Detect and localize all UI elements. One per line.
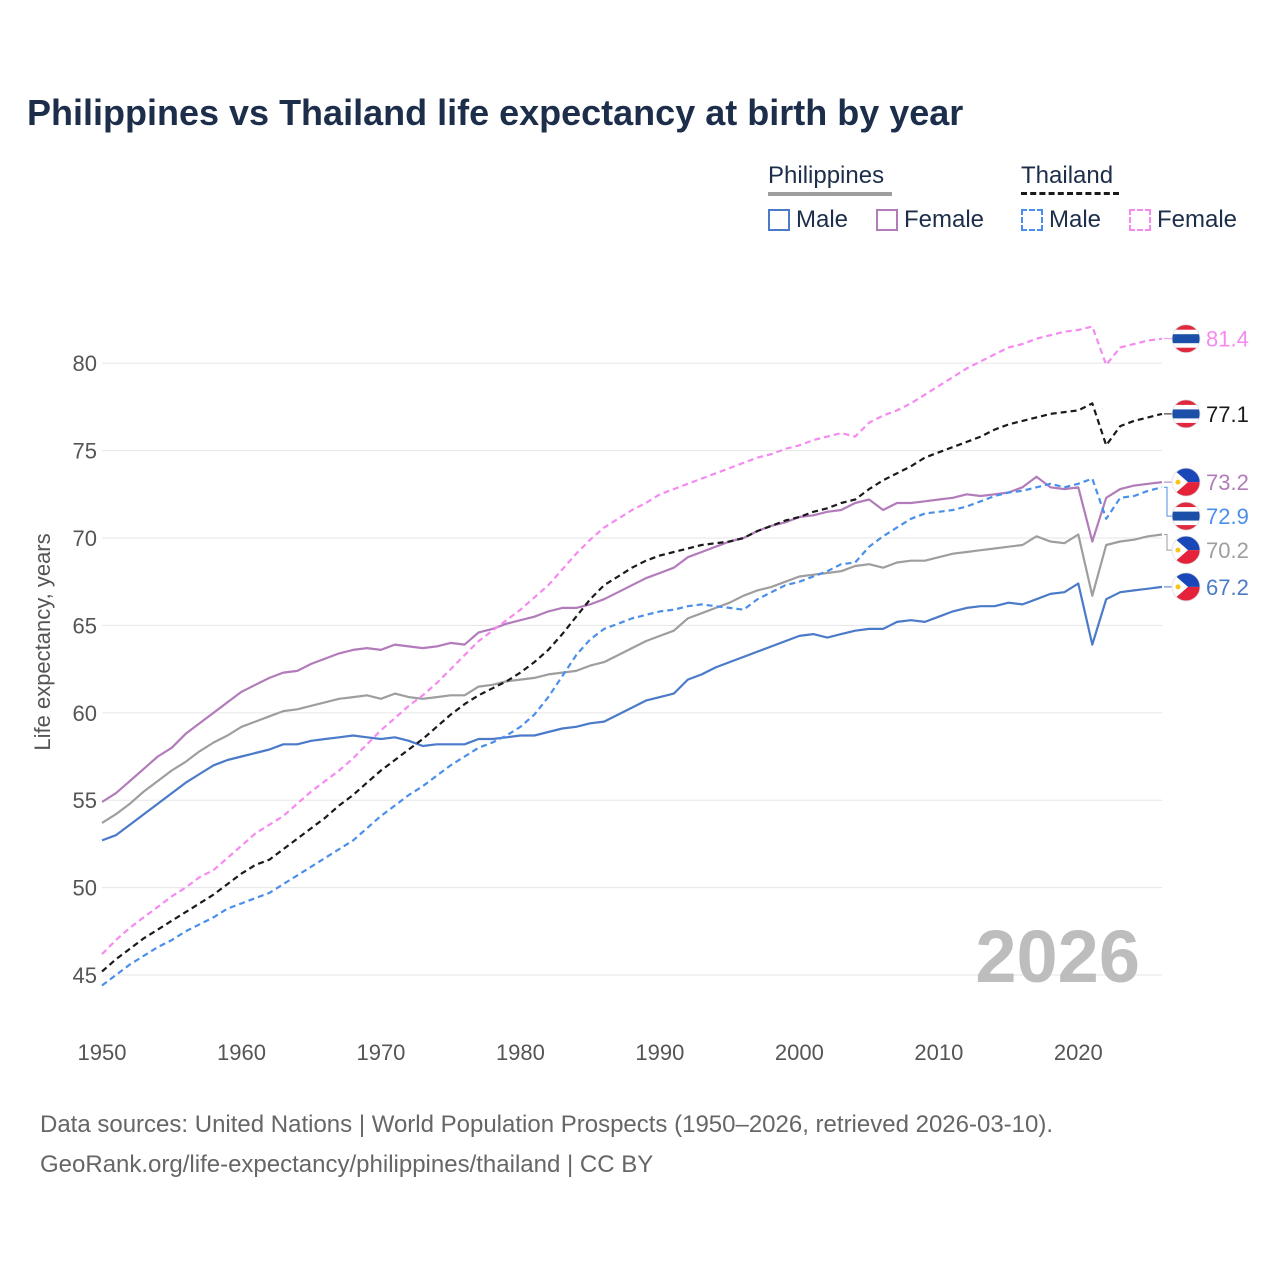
y-tick-label: 45 — [73, 963, 97, 988]
thailand-flag-icon — [1171, 399, 1201, 429]
footer-sources: Data sources: United Nations | World Pop… — [40, 1111, 1054, 1138]
footer: Data sources: United Nations | World Pop… — [40, 1105, 1053, 1185]
end-label-ph-female: 73.2 — [1206, 470, 1249, 495]
y-tick-label: 70 — [73, 526, 97, 551]
thailand-flag-icon — [1171, 501, 1201, 531]
legend-thailand-label: Thailand — [1021, 162, 1114, 189]
leader-line-ph-total — [1164, 534, 1172, 551]
y-tick-label: 50 — [73, 876, 97, 901]
y-tick-label: 55 — [73, 788, 97, 813]
legend-thailand-female-swatch — [1129, 209, 1151, 231]
legend-thailand-female-label: Female — [1157, 206, 1238, 233]
philippines-flag-icon — [1171, 535, 1201, 565]
legend-philippines-male[interactable]: Male — [768, 206, 848, 234]
x-tick-label: 1970 — [356, 1040, 405, 1065]
legend-philippines-label: Philippines — [768, 162, 885, 189]
series-line-th-female — [101, 325, 1163, 955]
x-tick-label: 2020 — [1054, 1040, 1103, 1065]
end-label-ph-total: 70.2 — [1206, 538, 1249, 563]
end-label-ph-male: 67.2 — [1206, 575, 1249, 600]
line-chart: 45 50 55 60 65 70 75 80 1950 1960 1970 1980 1990 2000… — [30, 324, 1249, 1065]
leader-line-th-male — [1164, 486, 1172, 517]
y-tick-label: 60 — [73, 701, 97, 726]
end-label-th-female: 81.4 — [1206, 327, 1249, 352]
series-line-th-male — [101, 477, 1163, 987]
legend-thailand-male[interactable]: Male — [1021, 206, 1101, 234]
y-tick-label: 65 — [73, 613, 97, 638]
x-tick-label: 1980 — [496, 1040, 545, 1065]
end-label-th-total: 77.1 — [1206, 402, 1249, 427]
x-tick-label: 1950 — [78, 1040, 127, 1065]
legend-philippines-male-label: Male — [796, 206, 849, 233]
series-line-th-total — [101, 402, 1163, 973]
legend-thailand-underline — [1021, 192, 1119, 195]
thailand-flag-icon — [1171, 324, 1201, 354]
y-tick-label: 75 — [73, 439, 97, 464]
chart-title: Philippines vs Thailand life expectancy … — [27, 92, 964, 133]
philippines-flag-icon — [1171, 572, 1201, 602]
legend-thailand-male-label: Male — [1049, 206, 1102, 233]
legend-philippines-male-swatch — [768, 209, 790, 231]
x-tick-label: 1960 — [217, 1040, 266, 1065]
y-tick-label: 80 — [73, 351, 97, 376]
x-tick-label: 2010 — [914, 1040, 963, 1065]
legend-thailand-male-swatch — [1021, 209, 1043, 231]
legend-philippines-female[interactable]: Female — [876, 206, 984, 234]
x-tick-label: 2000 — [775, 1040, 824, 1065]
year-watermark: 2026 — [975, 915, 1140, 998]
series-line-ph-total — [101, 533, 1163, 824]
x-tick-label: 1990 — [635, 1040, 684, 1065]
legend-philippines-female-swatch — [876, 209, 898, 231]
series-line-ph-male — [101, 582, 1163, 842]
y-axis-label: Life expectancy, years — [30, 533, 55, 750]
footer-url[interactable]: GeoRank.org/life-expectancy/philippines/… — [40, 1151, 654, 1178]
series-line-ph-female — [101, 475, 1163, 803]
legend-philippines-female-label: Female — [904, 206, 985, 233]
philippines-flag-icon — [1171, 467, 1201, 497]
legend-thailand: Thailand Male Female — [1021, 162, 1261, 242]
legend-philippines-underline — [768, 192, 892, 196]
legend-philippines: Philippines Male Female — [768, 162, 998, 242]
legend-thailand-female[interactable]: Female — [1129, 206, 1237, 234]
end-label-th-male: 72.9 — [1206, 504, 1249, 529]
